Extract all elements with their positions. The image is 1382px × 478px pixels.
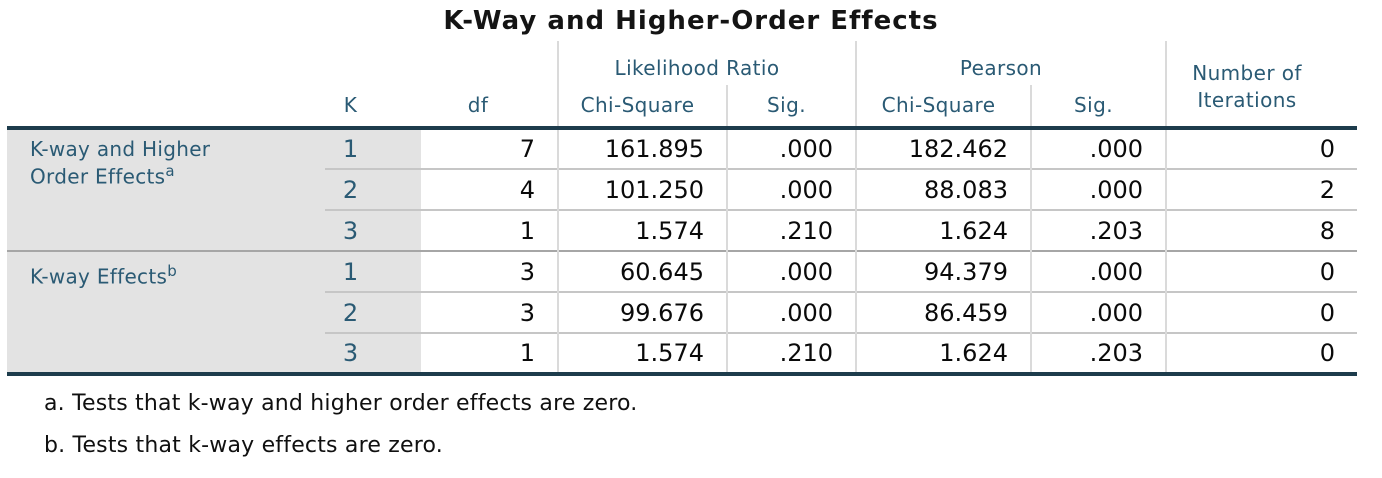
footnote-b: b. Tests that k-way effects are zero. <box>44 433 443 458</box>
table-title: K-Way and Higher-Order Effects <box>443 6 939 36</box>
iterations-cell: 0 <box>1165 332 1358 376</box>
lr-sig-cell: .210 <box>726 332 856 376</box>
table-row: 3 1 1.574 .210 1.624 .203 8 <box>7 209 1358 251</box>
iterations-header-line1: Number of <box>1192 60 1302 85</box>
lr-chi-square-cell: 101.250 <box>557 168 727 210</box>
iterations-cell: 0 <box>1165 291 1358 333</box>
pearson-chi-square-cell: 182.462 <box>855 128 1031 169</box>
pearson-sig-cell: .203 <box>1029 332 1167 376</box>
pearson-sig-cell: .000 <box>1029 291 1167 333</box>
row-label-higher-order: K-way and Higher Order Effectsa <box>7 128 325 251</box>
iterations-cell: 2 <box>1165 168 1358 210</box>
pearson-chi-square-cell: 1.624 <box>855 209 1031 251</box>
corner-cell <box>7 41 325 130</box>
lr-chi-square-cell: 161.895 <box>557 128 727 169</box>
k-value-cell: 3 <box>325 209 421 251</box>
footnote-marker-a: a <box>165 162 175 180</box>
df-cell: 3 <box>421 291 558 333</box>
df-cell: 1 <box>421 209 558 251</box>
group-header-likelihood-ratio: Likelihood Ratio <box>557 41 856 85</box>
column-header-lr-sig: Sig. <box>726 85 856 130</box>
row-label-text: K-way Effects <box>30 264 168 289</box>
pearson-sig-cell: .203 <box>1029 209 1167 251</box>
iterations-cell: 0 <box>1165 250 1358 292</box>
k-value-cell: 3 <box>325 332 421 376</box>
lr-chi-square-cell: 1.574 <box>557 332 727 376</box>
lr-sig-cell: .210 <box>726 209 856 251</box>
column-header-df: df <box>421 41 558 130</box>
row-label-text: K-way and Higher Order Effects <box>30 137 211 189</box>
pearson-chi-square-cell: 94.379 <box>855 250 1031 292</box>
df-cell: 1 <box>421 332 558 376</box>
pearson-sig-cell: .000 <box>1029 168 1167 210</box>
column-header-lr-chi-square: Chi-Square <box>557 85 727 130</box>
pearson-chi-square-cell: 1.624 <box>855 332 1031 376</box>
lr-sig-cell: .000 <box>726 250 856 292</box>
table-row: K-way and Higher Order Effectsa 1 7 161.… <box>7 128 1358 251</box>
footnotes: a. Tests that k-way and higher order eff… <box>44 391 1382 458</box>
k-way-effects-table: K df Likelihood Ratio Pearson Number of … <box>7 41 1358 376</box>
lr-chi-square-cell: 1.574 <box>557 209 727 251</box>
lr-chi-square-cell: 99.676 <box>557 291 727 333</box>
k-value-cell: 1 <box>325 128 421 169</box>
row-label-k-way: K-way Effectsb <box>7 250 325 376</box>
k-value-cell: 2 <box>325 168 421 210</box>
lr-sig-cell: .000 <box>726 168 856 210</box>
lr-chi-square-cell: 60.645 <box>557 250 727 292</box>
table-row: K-way Effectsb 1 3 60.645 .000 94.379 .0… <box>7 250 1358 376</box>
footnote-marker-b: b <box>167 262 178 280</box>
column-header-pearson-sig: Sig. <box>1029 85 1167 130</box>
df-cell: 4 <box>421 168 558 210</box>
pearson-sig-cell: .000 <box>1029 128 1167 169</box>
lr-sig-cell: .000 <box>726 291 856 333</box>
column-header-k: K <box>325 41 421 130</box>
iterations-header-line2: Iterations <box>1197 87 1297 112</box>
pearson-chi-square-cell: 88.083 <box>855 168 1031 210</box>
iterations-cell: 0 <box>1165 128 1358 169</box>
column-header-pearson-chi-square: Chi-Square <box>855 85 1031 130</box>
iterations-cell: 8 <box>1165 209 1358 251</box>
pearson-sig-cell: .000 <box>1029 250 1167 292</box>
column-header-number-of-iterations: Number of Iterations <box>1165 41 1358 130</box>
lr-sig-cell: .000 <box>726 128 856 169</box>
table-row: 2 3 99.676 .000 86.459 .000 0 <box>7 291 1358 333</box>
pearson-chi-square-cell: 86.459 <box>855 291 1031 333</box>
table-row: 2 4 101.250 .000 88.083 .000 2 <box>7 168 1358 210</box>
df-cell: 3 <box>421 250 558 292</box>
df-cell: 7 <box>519 135 535 163</box>
table-row: 3 1 1.574 .210 1.624 .203 0 <box>7 332 1358 376</box>
k-value-cell: 2 <box>325 291 421 333</box>
group-header-pearson: Pearson <box>854 41 1167 85</box>
footnote-a: a. Tests that k-way and higher order eff… <box>44 391 638 416</box>
k-value-cell: 1 <box>325 250 421 292</box>
